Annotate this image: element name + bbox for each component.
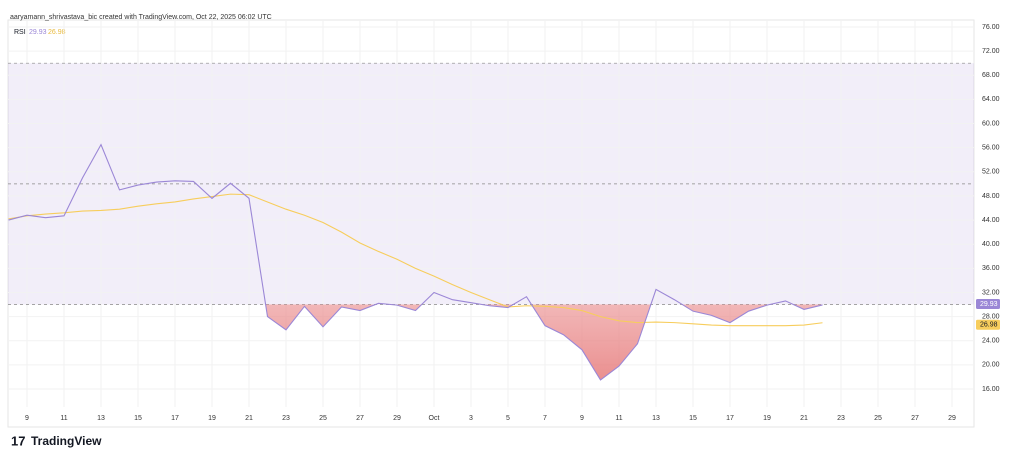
y-tick-label: 16.00: [982, 386, 1000, 393]
legend-label: RSI: [14, 29, 26, 36]
x-tick-label: 21: [800, 415, 808, 422]
y-tick-label: 56.00: [982, 145, 1000, 152]
x-tick-label: 23: [837, 415, 845, 422]
y-tick-label: 68.00: [982, 72, 1000, 79]
x-tick-label: 13: [97, 415, 105, 422]
y-tick-label: 64.00: [982, 96, 1000, 103]
price-box: [976, 319, 1000, 330]
x-tick-label: 21: [245, 415, 253, 422]
price-box: [976, 298, 1000, 309]
x-tick-label: Oct: [429, 415, 440, 422]
y-tick-label: 44.00: [982, 217, 1000, 224]
x-tick-label: 29: [393, 415, 401, 422]
x-tick-label: 19: [208, 415, 216, 422]
x-tick-label: 11: [615, 415, 622, 422]
series-line: [8, 193, 823, 327]
x-tick-label: 17: [726, 415, 734, 422]
price-label: 26.98: [980, 322, 998, 329]
x-tick-label: 15: [689, 415, 697, 422]
plot-frame: [7, 19, 975, 428]
y-tick-label: 36.00: [982, 265, 1000, 272]
footer-logo: 17 TradingView: [11, 433, 102, 448]
x-tick-label: 17: [171, 415, 179, 422]
y-tick-label: 48.00: [982, 193, 1000, 200]
header: aaryamann_shrivastava_bic created with T…: [10, 14, 272, 21]
x-tick-label: 27: [911, 415, 919, 422]
x-tick-label: 23: [282, 415, 290, 422]
x-tick-label: 27: [356, 415, 364, 422]
legend-value: 26.98: [48, 29, 66, 36]
x-tick-label: 15: [134, 415, 142, 422]
series-line: [8, 143, 823, 381]
y-tick-label: 40.00: [982, 241, 1000, 248]
y-tick-label: 60.00: [982, 120, 1000, 127]
x-tick-label: 13: [652, 415, 660, 422]
footer-brand: TradingView: [31, 434, 102, 448]
y-tick-label: 20.00: [982, 362, 1000, 369]
legend-value: 29.93: [29, 29, 47, 36]
x-tick-label: 9: [25, 415, 29, 422]
y-tick-label: 24.00: [982, 338, 1000, 345]
x-tick-label: 3: [469, 415, 473, 422]
x-tick-label: 11: [60, 415, 67, 422]
x-tick-label: 5: [506, 415, 510, 422]
y-tick-label: 28.00: [982, 313, 1000, 320]
logo-mark: 17: [11, 433, 25, 448]
y-tick-label: 52.00: [982, 169, 1000, 176]
y-tick-label: 72.00: [982, 48, 1000, 55]
oversold-fill: [265, 304, 823, 380]
price-label: 29.93: [980, 301, 998, 308]
y-tick-label: 32.00: [982, 289, 1000, 296]
x-tick-label: 7: [543, 415, 547, 422]
x-tick-label: 9: [580, 415, 584, 422]
x-tick-label: 25: [319, 415, 327, 422]
x-tick-label: 29: [948, 415, 956, 422]
x-tick-label: 19: [763, 415, 771, 422]
y-tick-label: 76.00: [982, 24, 1000, 31]
x-tick-label: 25: [874, 415, 882, 422]
